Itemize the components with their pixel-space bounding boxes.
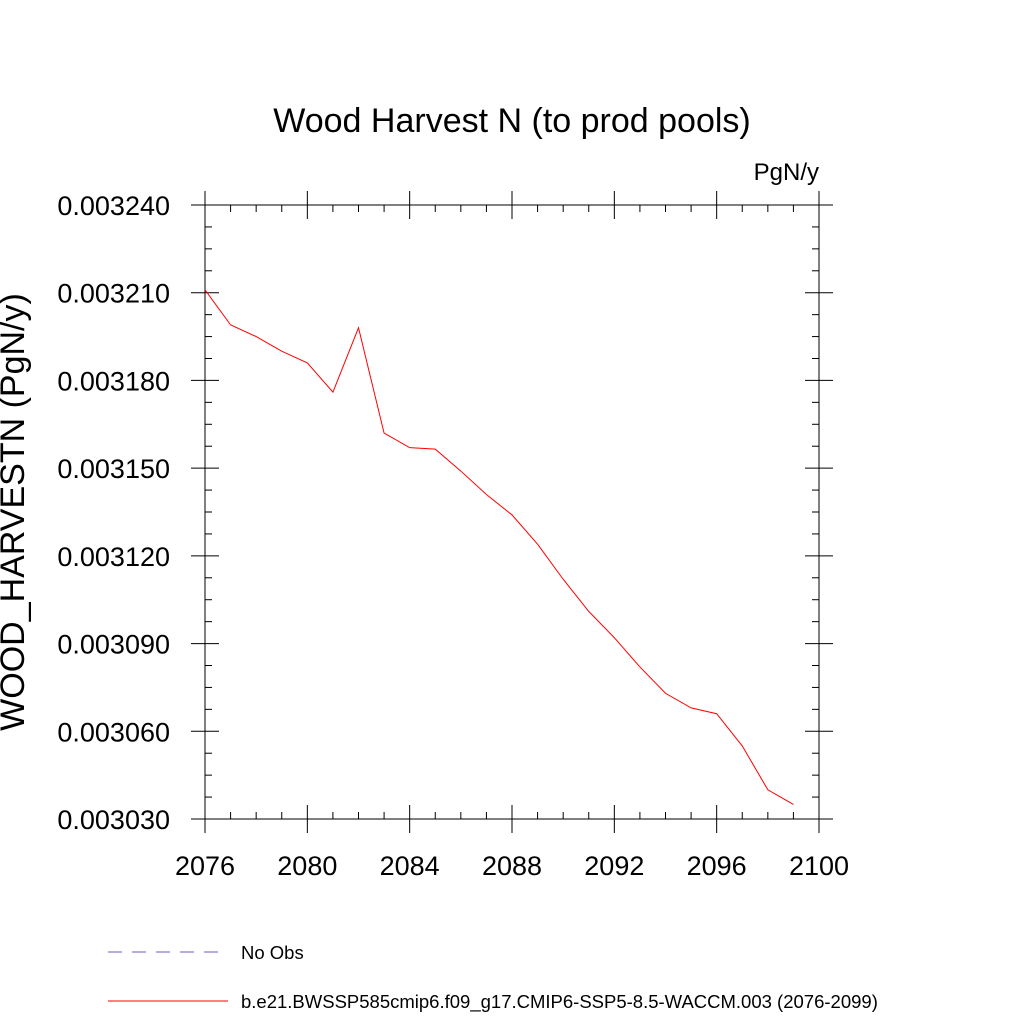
- x-tick-label: 2076: [175, 851, 235, 881]
- y-tick-label: 0.003120: [57, 542, 170, 572]
- series-layer: [204, 289, 794, 805]
- x-tick-label: 2080: [277, 851, 337, 881]
- x-axis-ticks: [204, 191, 820, 833]
- legend-label-1: b.e21.BWSSP585cmip6.f09_g17.CMIP6-SSP5-8…: [241, 991, 878, 1013]
- y-tick-label: 0.003180: [57, 366, 170, 396]
- legend-label-0: No Obs: [241, 942, 304, 963]
- y-tick-label: 0.003150: [57, 454, 170, 484]
- series-line-1: [204, 289, 794, 805]
- y-axis-ticks: [191, 204, 833, 820]
- x-tick-label: 2100: [789, 851, 849, 881]
- x-tick-label: 2092: [584, 851, 644, 881]
- y-axis-label: WOOD_HARVESTN (PgN/y): [0, 293, 32, 731]
- y-tick-label: 0.003210: [57, 279, 170, 309]
- legend: No Obs b.e21.BWSSP585cmip6.f09_g17.CMIP6-…: [108, 942, 878, 1013]
- x-tick-label: 2096: [687, 851, 747, 881]
- y-axis-tick-labels: 0.003030 0.003060 0.003090 0.003120 0.003150…: [57, 191, 170, 835]
- units-label: PgN/y: [754, 159, 819, 186]
- x-tick-label: 2084: [380, 851, 440, 881]
- y-tick-label: 0.003240: [57, 191, 170, 221]
- y-tick-label: 0.003030: [57, 805, 170, 835]
- x-axis-tick-labels: 2076 2080 2084 2088 2092 2096 2100: [175, 851, 849, 881]
- chart-title: Wood Harvest N (to prod pools): [273, 102, 750, 140]
- x-tick-label: 2088: [482, 851, 542, 881]
- y-tick-label: 0.003090: [57, 630, 170, 660]
- y-tick-label: 0.003060: [57, 717, 170, 747]
